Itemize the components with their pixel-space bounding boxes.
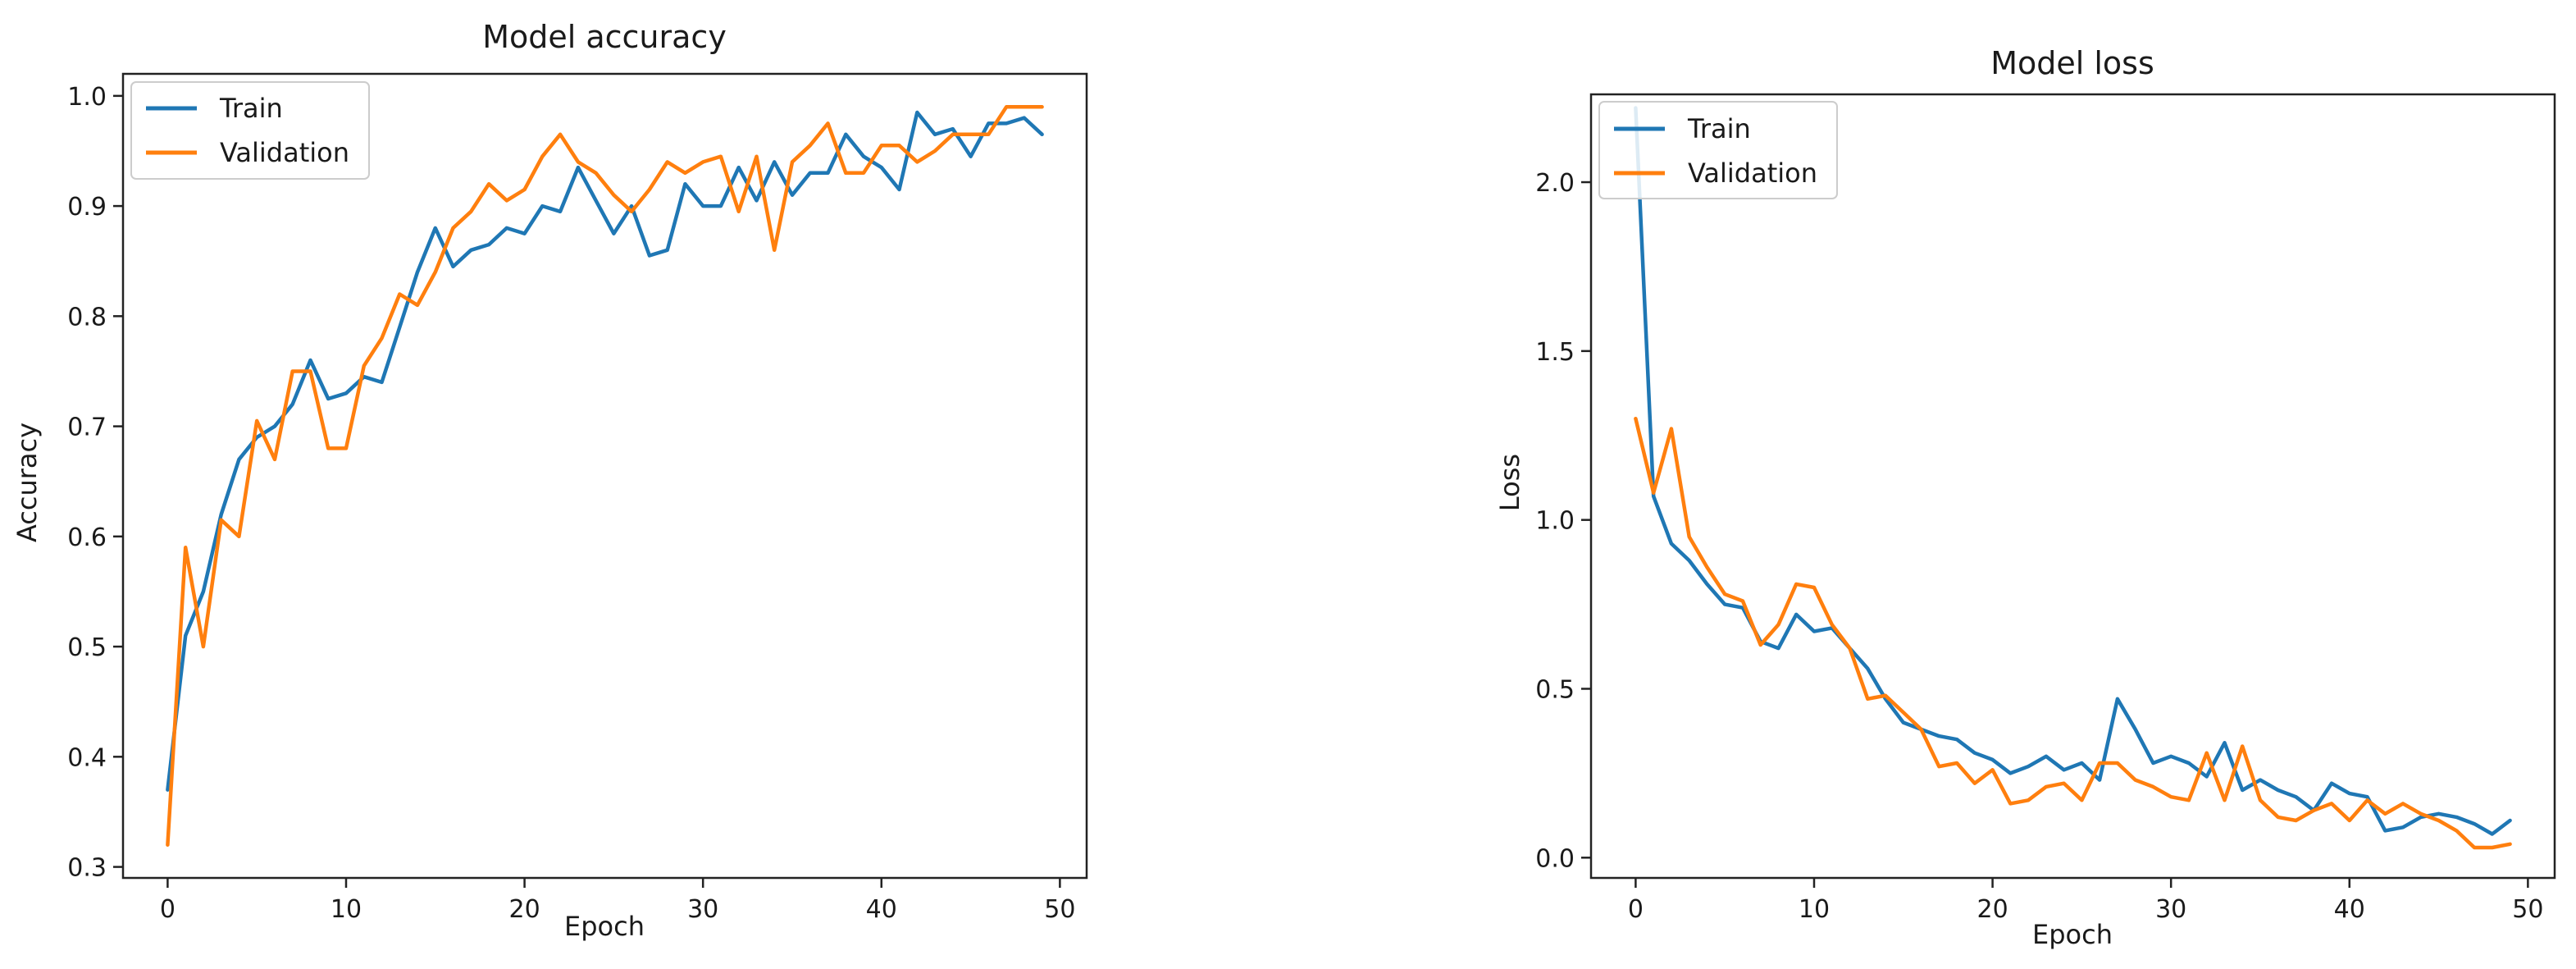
y-tick-label: 2.0 [1535,169,1575,198]
plot-frame [121,72,1088,880]
y-tick-label: 0.3 [67,854,107,883]
x-tick-label: 10 [331,895,362,924]
x-tick-label: 20 [508,895,540,924]
chart-title: Model accuracy [482,19,727,55]
x-tick-label: 40 [2334,895,2365,924]
series-lines [166,105,1044,847]
x-tick-label: 20 [1976,895,2008,924]
legend-label-validation: Validation [220,137,349,168]
series-line-validation [166,105,1044,847]
y-tick-label: 0.0 [1535,844,1575,873]
x-tick-label: 50 [1044,895,1075,924]
y-tick-label: 0.7 [67,414,107,442]
legend-label-train: Train [219,93,283,124]
x-tick-label: 0 [160,895,176,924]
accuracy-chart: Model accuracy Epoch Accuracy 0 10 20 30 40 5… [11,19,1088,942]
y-tick-label: 0.5 [1535,675,1575,704]
legend: Train Validation [1598,101,1838,199]
x-tick-label: 30 [687,895,718,924]
x-tick-label: 50 [2512,895,2543,924]
y-tick-label: 1.5 [1535,338,1575,367]
y-axis-label: Loss [1494,454,1525,511]
series-lines [1634,106,2512,850]
series-line-train [166,110,1044,792]
y-tick-label: 1.0 [67,83,107,112]
x-tick-label: 40 [866,895,897,924]
y-tick-label: 0.6 [67,523,107,552]
legend: Train Validation [130,81,370,180]
axis-ticks: 0 10 20 30 40 50 0.0 0.5 1.0 1.5 2.0 [1535,169,2543,924]
y-tick-label: 1.0 [1535,507,1575,536]
y-tick-label: 0.8 [67,303,107,331]
plot-frame [1589,93,2556,880]
x-axis-label: Epoch [2032,919,2113,950]
x-axis-label: Epoch [564,911,645,942]
series-line-validation [1634,416,2512,850]
y-tick-label: 0.9 [67,193,107,222]
y-tick-label: 0.4 [67,743,107,772]
series-line-train [1634,106,2512,836]
legend-label-train: Train [1687,113,1751,144]
legend-label-validation: Validation [1688,158,1817,189]
x-tick-label: 0 [1628,895,1644,924]
chart-title: Model loss [1990,45,2154,81]
axis-ticks: 0 10 20 30 40 50 0.3 0.4 0.5 0.6 0.7 0.8 0.9 1.0 [67,83,1075,924]
y-tick-label: 0.5 [67,633,107,662]
x-tick-label: 10 [1799,895,1830,924]
x-tick-label: 30 [2155,895,2186,924]
y-axis-label: Accuracy [11,423,43,542]
loss-chart: Model loss Epoch Loss 0 10 20 30 40 50 0.0 0.5 1… [1494,45,2556,950]
